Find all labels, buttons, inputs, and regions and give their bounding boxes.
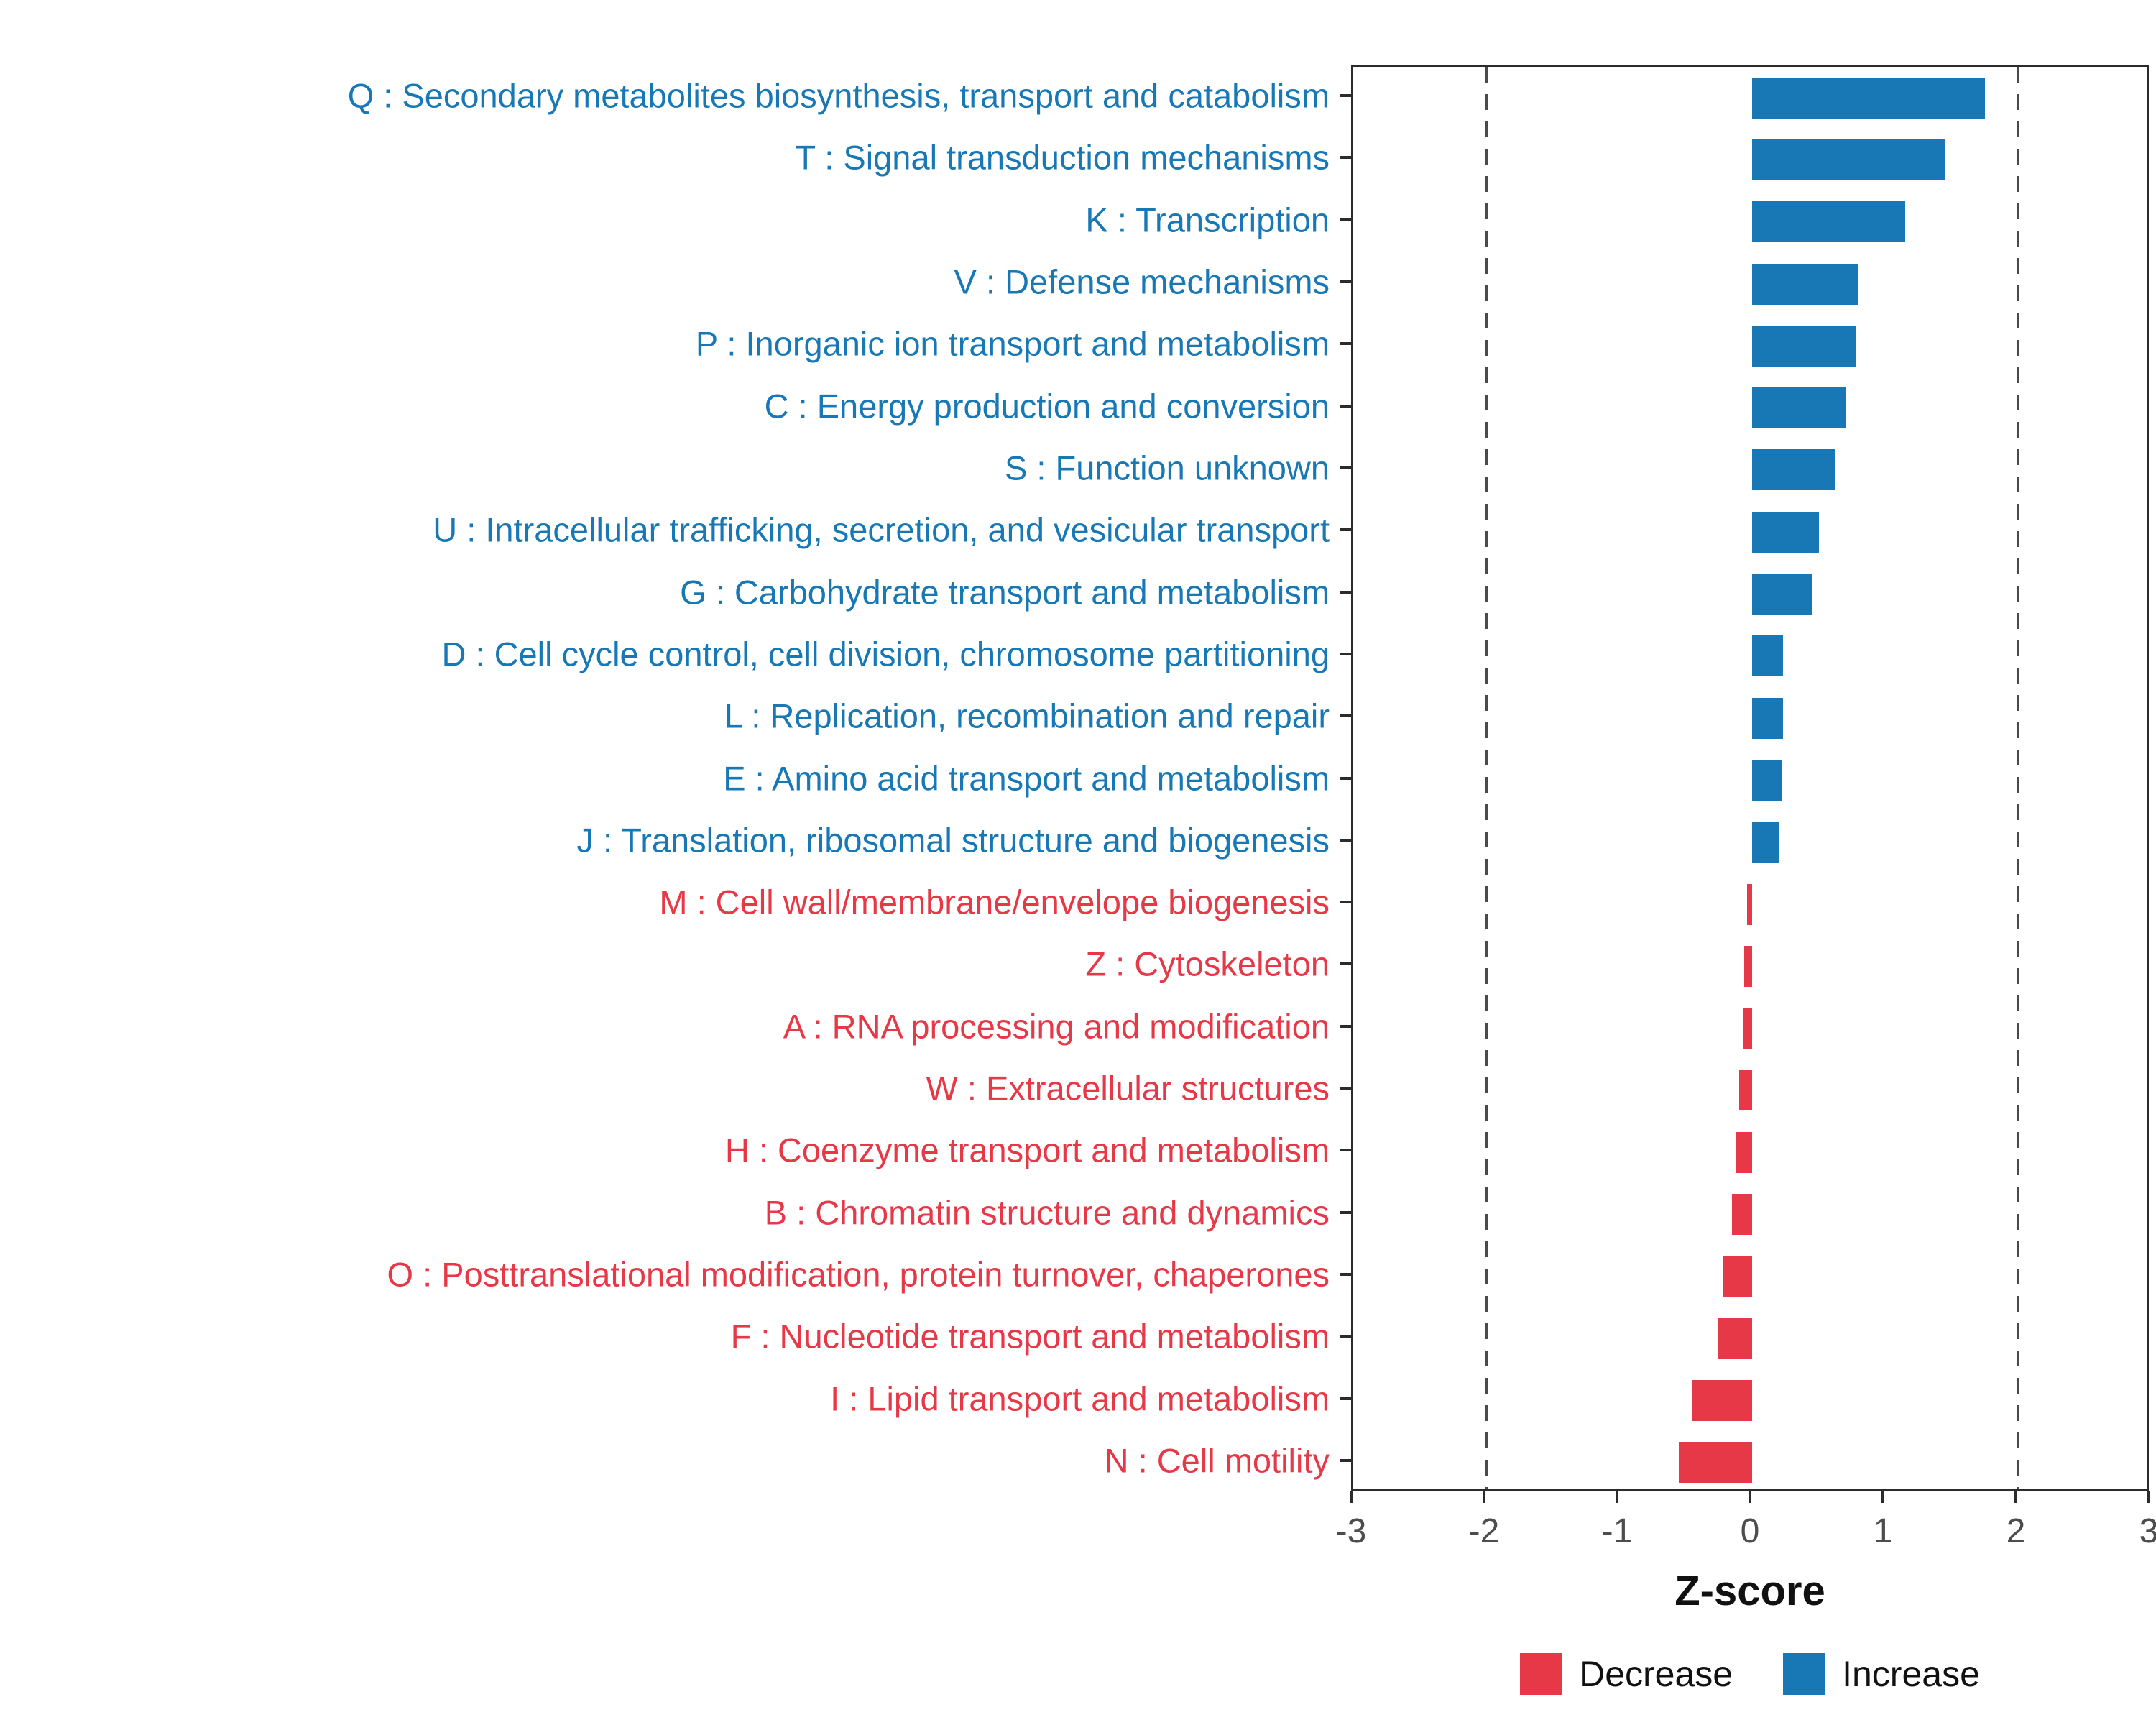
x-axis-tick [1350, 1491, 1353, 1503]
bar [1752, 139, 1945, 180]
category-label: K : Transcription [1085, 201, 1330, 239]
bar [1692, 1380, 1752, 1422]
y-axis-tick [1340, 1458, 1351, 1462]
category-label: I : Lipid transport and metabolism [830, 1379, 1330, 1418]
x-axis-tick [1881, 1491, 1884, 1503]
category-label: S : Function unknown [1005, 448, 1330, 487]
bar [1752, 263, 1858, 305]
y-axis-tick [1340, 1210, 1351, 1214]
y-axis-tick [1340, 714, 1351, 718]
category-label: E : Amino acid transport and metabolism [723, 759, 1330, 797]
category-label: D : Cell cycle control, cell division, c… [441, 635, 1330, 673]
bar [1752, 449, 1835, 491]
x-tick-label: -2 [1468, 1512, 1500, 1550]
category-label: U : Intracellular trafficking, secretion… [433, 510, 1330, 549]
x-axis-tick [1616, 1491, 1618, 1503]
bar [1679, 1442, 1752, 1484]
y-axis-tick [1340, 404, 1351, 408]
bar [1746, 883, 1752, 925]
y-axis-tick [1340, 1272, 1351, 1276]
y-axis-tick [1340, 962, 1351, 966]
y-axis-tick [1340, 156, 1351, 160]
x-tick-label: 1 [1873, 1512, 1893, 1550]
category-label: A : RNA processing and modification [783, 1007, 1330, 1046]
y-axis-tick [1340, 1335, 1351, 1338]
bar [1752, 822, 1779, 863]
bar [1752, 387, 1846, 429]
bar [1732, 1194, 1752, 1236]
category-label: L : Replication, recombination and repai… [724, 696, 1330, 735]
category-label: M : Cell wall/membrane/envelope biogenes… [659, 883, 1330, 921]
x-axis-tick [1483, 1491, 1485, 1503]
x-tick-label: -3 [1335, 1512, 1367, 1550]
category-label: W : Extracellular structures [926, 1069, 1330, 1108]
y-axis-tick [1340, 342, 1351, 346]
y-axis-tick [1340, 528, 1351, 532]
bar [1752, 635, 1783, 677]
y-axis-tick [1340, 1149, 1351, 1152]
category-label: O : Posttranslational modification, prot… [387, 1255, 1330, 1294]
y-axis-tick [1340, 94, 1351, 98]
category-label: P : Inorganic ion transport and metaboli… [695, 324, 1330, 363]
category-label: Q : Secondary metabolites biosynthesis, … [347, 76, 1330, 115]
y-axis-tick [1340, 280, 1351, 284]
category-label: Z : Cytoskeleton [1085, 944, 1330, 983]
y-axis-tick [1340, 838, 1351, 842]
bar [1752, 697, 1783, 739]
y-axis-tick [1340, 590, 1351, 594]
category-label: T : Signal transduction mechanisms [795, 138, 1330, 177]
category-label: C : Energy production and conversion [764, 387, 1330, 426]
bar [1752, 201, 1905, 243]
legend-label-increase: Increase [1842, 1654, 1980, 1694]
decrease-swatch-icon [1520, 1653, 1562, 1695]
bar [1717, 1317, 1752, 1359]
bar [1752, 760, 1782, 801]
bar [1736, 1131, 1752, 1173]
x-axis-tick [1749, 1491, 1751, 1503]
y-axis-tick [1340, 466, 1351, 469]
bar [1752, 511, 1819, 553]
x-tick-label: 3 [2139, 1512, 2156, 1550]
y-axis-tick [1340, 1087, 1351, 1090]
y-axis-tick [1340, 1024, 1351, 1028]
legend-label-decrease: Decrease [1579, 1654, 1733, 1694]
category-label: H : Coenzyme transport and metabolism [724, 1131, 1330, 1169]
category-label: G : Carbohydrate transport and metabolis… [680, 573, 1330, 612]
category-label: F : Nucleotide transport and metabolism [730, 1317, 1330, 1356]
bar [1723, 1256, 1752, 1297]
x-tick-label: 2 [2006, 1512, 2026, 1550]
legend-item-decrease: Decrease [1520, 1653, 1733, 1695]
category-label: J : Translation, ribosomal structure and… [576, 821, 1330, 860]
legend: Decrease Increase [1351, 1653, 2149, 1695]
y-axis-tick [1340, 776, 1351, 780]
bar [1752, 574, 1812, 615]
category-label: N : Cell motility [1104, 1441, 1330, 1480]
y-axis-tick [1340, 652, 1351, 656]
plot-panel [1351, 65, 2149, 1491]
x-axis-title: Z-score [1674, 1568, 1825, 1614]
legend-item-increase: Increase [1783, 1653, 1980, 1695]
x-axis-tick [2014, 1491, 2017, 1503]
bar [1738, 1070, 1752, 1111]
x-axis-tick [2147, 1491, 2150, 1503]
y-axis-tick [1340, 901, 1351, 904]
dashed-reference-line [1485, 67, 1488, 1489]
category-label: V : Defense mechanisms [954, 262, 1330, 301]
y-axis-tick [1340, 218, 1351, 221]
y-axis-tick [1340, 1397, 1351, 1400]
x-tick-label: -1 [1601, 1512, 1633, 1550]
bar [1752, 77, 1985, 119]
bar [1743, 945, 1752, 987]
bar [1752, 325, 1856, 367]
dashed-reference-line [2017, 67, 2019, 1489]
x-tick-label: 0 [1740, 1512, 1760, 1550]
category-label: B : Chromatin structure and dynamics [764, 1193, 1330, 1232]
increase-swatch-icon [1783, 1653, 1825, 1695]
bar [1743, 1008, 1752, 1049]
